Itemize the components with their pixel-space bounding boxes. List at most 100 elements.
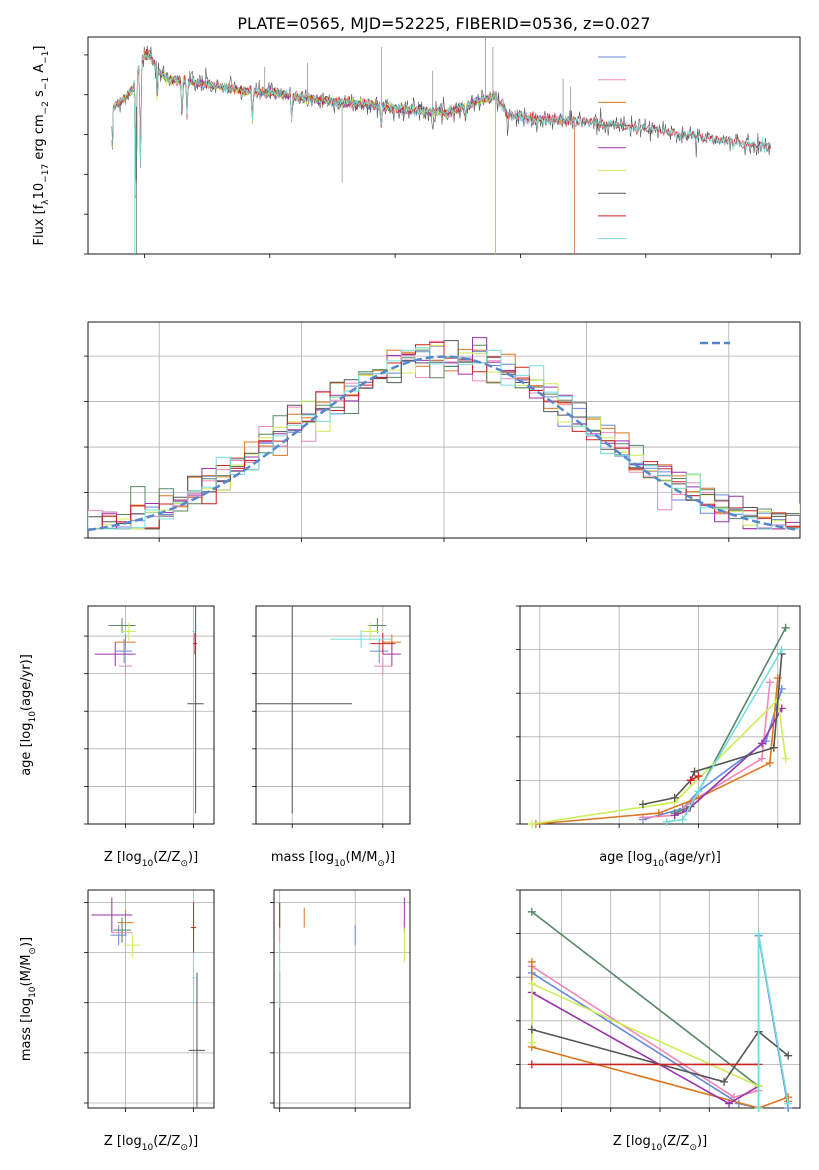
errorbars — [91, 897, 206, 1108]
normal-reference-curve — [88, 355, 800, 532]
data-marker — [690, 767, 699, 776]
data-marker — [527, 907, 536, 916]
spectrum-lines — [111, 37, 771, 254]
mass-weight-vs-age-plot: age [log10(age/yr)] — [516, 605, 801, 869]
data-marker — [754, 929, 763, 938]
label-part: Z [log — [104, 850, 142, 865]
label-part: −1 — [41, 51, 51, 64]
label-part: (M/M — [346, 850, 378, 865]
spectrum-series-1 — [111, 49, 575, 254]
label-part: 10 — [28, 986, 38, 998]
data-marker — [757, 739, 766, 748]
mass-vs-metallicity-panel: Z [log10(Z/Z⊙)] mass [log10(M/M ⊙)] — [19, 889, 215, 1153]
histogram-series-7 — [88, 341, 800, 530]
errorbars — [256, 606, 401, 814]
label-part: (Z/Z — [153, 850, 180, 865]
x-axis-label: Z [log10(Z/Z⊙)] — [104, 850, 198, 869]
data-marker — [765, 678, 774, 687]
label-part: (M/M — [19, 955, 34, 987]
weight-series-5 — [531, 982, 760, 1108]
label-part: λ — [41, 199, 51, 205]
label-part: 10 — [652, 859, 664, 869]
data-marker — [686, 776, 695, 785]
spectrum-series-8 — [111, 50, 771, 196]
data-marker — [725, 1099, 734, 1108]
mass-weight-vs-metallicity-plot: Z [log10(Z/Z⊙)] — [516, 889, 801, 1153]
weight-series-3 — [531, 911, 760, 1087]
data-marker — [654, 809, 663, 818]
data-marker — [638, 800, 647, 809]
spectrum-series-2 — [111, 53, 575, 254]
mass-weight-vs-metallicity-panel: Z [log10(Z/Z⊙)] — [516, 889, 801, 1153]
age-vs-mass-plot: mass [log10(M/M⊙)] — [252, 605, 411, 869]
label-part: 10 — [142, 859, 154, 869]
data-marker — [765, 758, 774, 767]
label-part: 10 — [651, 1143, 663, 1153]
axes-frame — [255, 605, 411, 825]
data-marker — [784, 1051, 793, 1060]
label-part: mass [log — [19, 998, 34, 1061]
label-part: (age/yr)] — [19, 654, 34, 711]
label-part: A — [32, 64, 47, 77]
mass-weight-vs-age-panel: age [log10(age/yr)] — [516, 605, 801, 869]
weight-series-4 — [531, 991, 760, 1105]
spectrum-series-6 — [111, 45, 771, 199]
label-part: (age/yr)] — [664, 850, 721, 865]
data-marker — [757, 754, 766, 763]
x-axis-label: mass [log10(M/M⊙)] — [271, 850, 395, 869]
mass-vs-extinction-panel — [270, 889, 411, 1112]
label-part: ⊙ — [689, 1143, 697, 1153]
label-part: )] — [188, 850, 198, 865]
histogram-steps — [88, 337, 800, 532]
figure-title: PLATE=0565, MJD=52225, FIBERID=0536, z=0… — [237, 14, 650, 33]
label-part: ] — [32, 46, 47, 51]
data-marker — [694, 787, 703, 796]
weight-series-5 — [531, 697, 787, 825]
label-part: Z [log — [104, 1134, 142, 1149]
axes-frame — [87, 36, 801, 255]
age-vs-metallicity-plot: Z [log10(Z/Z⊙)]age [log10(age/yr)] — [19, 605, 215, 869]
spectrum-panel: Flux [fλ10−17 erg cm−2 s−1 A−1] — [32, 36, 801, 258]
data-marker — [527, 1038, 536, 1047]
label-part: age [log — [19, 723, 34, 776]
axes-frame — [519, 889, 801, 1109]
weight-series-6 — [642, 653, 783, 806]
label-part: 10 — [32, 183, 47, 200]
data-marker — [527, 820, 536, 828]
weight-lines — [527, 623, 790, 828]
x-axis-label: Z [log10(Z/Z⊙)] — [613, 1134, 707, 1153]
weight-series-4 — [674, 708, 783, 817]
label-part: Flux [f — [32, 204, 47, 245]
data-marker — [781, 754, 790, 763]
label-part: )] — [188, 1134, 198, 1149]
label-part: (Z/Z — [153, 1134, 180, 1149]
data-marker — [781, 623, 790, 632]
label-part: −2 — [41, 101, 51, 114]
weight-series-7 — [690, 775, 699, 782]
data-marker — [527, 1060, 536, 1069]
weight-series-6 — [531, 1028, 789, 1083]
label-part: ⊙ — [377, 859, 385, 869]
errorbars — [94, 606, 204, 814]
spectrum-series-5 — [111, 50, 496, 254]
axes-frame — [273, 889, 411, 1109]
residual-histogram-panel — [84, 321, 801, 542]
data-marker — [670, 793, 679, 802]
data-marker — [527, 979, 536, 988]
data-marker — [662, 817, 671, 826]
residual-histogram-plot — [84, 321, 801, 542]
label-part: −17 — [41, 164, 51, 183]
label-part: s — [32, 90, 47, 101]
mass-vs-extinction-plot — [270, 889, 411, 1112]
axes-frame — [519, 605, 801, 825]
mass-vs-metallicity-plot: Z [log10(Z/Z⊙)] mass [log10(M/M ⊙)] — [19, 889, 215, 1153]
y-axis-label: age [log10(age/yr)] — [19, 654, 38, 776]
label-part: 10 — [334, 859, 346, 869]
label-part: age [log — [599, 850, 652, 865]
x-axis-label: age [log10(age/yr)] — [599, 850, 721, 869]
x-axis-label: Z [log10(Z/Z⊙)] — [104, 1134, 198, 1153]
label-part: Z [log — [613, 1134, 651, 1149]
label-part: ⊙ — [180, 1143, 188, 1153]
label-part: (Z/Z — [662, 1134, 689, 1149]
